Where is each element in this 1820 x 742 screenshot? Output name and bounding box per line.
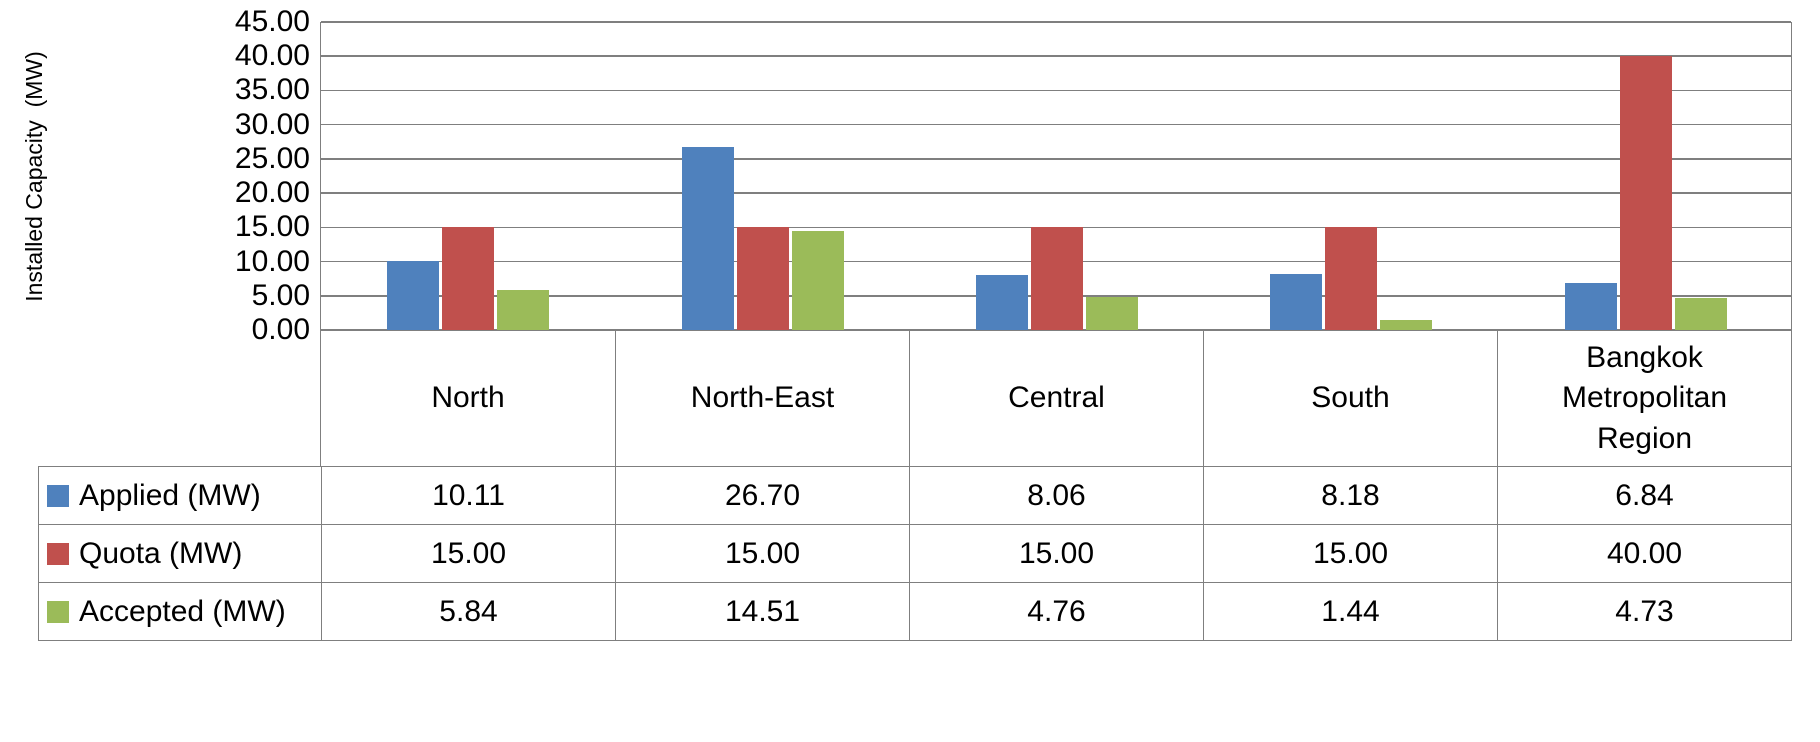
- category-label: South: [1203, 331, 1497, 466]
- category-label: Bangkok Metropolitan Region: [1497, 331, 1791, 466]
- table-value-cell: 4.73: [1497, 583, 1791, 640]
- table-value-cell: 5.84: [321, 583, 615, 640]
- bar: [1086, 297, 1138, 330]
- bar: [1564, 283, 1617, 330]
- y-tick-label: 0.00: [251, 313, 310, 346]
- table-value-cell: 15.00: [1203, 525, 1497, 582]
- bar: [1031, 227, 1083, 330]
- bar: [442, 227, 495, 330]
- table-value-cell: 15.00: [909, 525, 1203, 582]
- series-label: Applied (MW): [79, 478, 261, 512]
- series-label-cell: Accepted (MW): [39, 583, 321, 640]
- y-tick-label: 10.00: [234, 244, 310, 278]
- y-tick-label: 45.00: [234, 5, 310, 38]
- y-tick-label: 20.00: [234, 176, 310, 210]
- table-value-cell: 26.70: [615, 467, 909, 524]
- data-table-rows: Applied (MW) 10.11 26.70 8.06 8.18 6.84 Quota …: [38, 466, 1792, 641]
- gridline: [321, 329, 1791, 331]
- y-tick-label: 5.00: [251, 278, 310, 312]
- table-row: Accepted (MW) 5.84 14.51 4.76 1.44 4.73: [38, 582, 1792, 640]
- y-tick-label: 35.00: [234, 73, 310, 107]
- category-label: North: [431, 381, 505, 415]
- table-value-cell: 8.18: [1203, 467, 1497, 524]
- legend-swatch-icon: [47, 600, 69, 623]
- bar: [681, 147, 734, 330]
- table-row: Quota (MW) 15.00 15.00 15.00 15.00 40.00: [38, 524, 1792, 582]
- y-tick-label: 30.00: [234, 107, 310, 141]
- table-value-cell: 15.00: [615, 525, 909, 582]
- table-value-cell: 8.06: [909, 467, 1203, 524]
- table-row: Applied (MW) 10.11 26.70 8.06 8.18 6.84: [38, 466, 1792, 524]
- bar: [387, 260, 440, 330]
- gridline: [321, 89, 1791, 92]
- bar: [1325, 227, 1378, 330]
- series-label-cell: Applied (MW): [39, 467, 321, 524]
- bar: [1380, 320, 1433, 330]
- gridline: [321, 21, 1791, 23]
- category-label: North-East: [615, 331, 909, 466]
- bar: [736, 227, 789, 330]
- y-axis-title-text: Installed Capacity (MW): [20, 50, 47, 302]
- bar: [791, 230, 844, 330]
- gridline: [321, 192, 1791, 194]
- table-value-cell: 15.00: [321, 525, 615, 582]
- bar: [1619, 56, 1672, 330]
- table-value-cell: 4.76: [909, 583, 1203, 640]
- series-label: Accepted (MW): [79, 594, 286, 628]
- bar: [1674, 297, 1727, 330]
- legend-swatch-icon: [47, 484, 69, 507]
- bar: [1270, 274, 1323, 330]
- y-axis-ticks: 0.00 5.00 10.00 15.00 20.00 25.00 30.00 35.00 40…: [140, 7, 310, 345]
- y-tick-label: 25.00: [234, 141, 310, 175]
- gridline: [321, 55, 1791, 57]
- category-header-row: North North-East Central South Bangkok Metro…: [320, 330, 1792, 466]
- category-label: Central: [909, 331, 1203, 466]
- legend-swatch-icon: [47, 542, 69, 565]
- plot-area: [320, 21, 1792, 331]
- y-tick-label: 40.00: [234, 39, 310, 73]
- gridline: [321, 123, 1791, 126]
- series-label-cell: Quota (MW): [39, 525, 321, 582]
- table-value-cell: 6.84: [1497, 467, 1791, 524]
- table-value-cell: 10.11: [321, 467, 615, 524]
- series-label: Quota (MW): [79, 536, 243, 570]
- bar: [497, 290, 550, 330]
- table-value-cell: 1.44: [1203, 583, 1497, 640]
- table-value-cell: 14.51: [615, 583, 909, 640]
- table-value-cell: 40.00: [1497, 525, 1791, 582]
- bar: [976, 274, 1028, 330]
- gridline: [321, 158, 1791, 160]
- y-tick-label: 15.00: [234, 210, 310, 244]
- y-axis-title: Installed Capacity (MW): [10, 22, 58, 330]
